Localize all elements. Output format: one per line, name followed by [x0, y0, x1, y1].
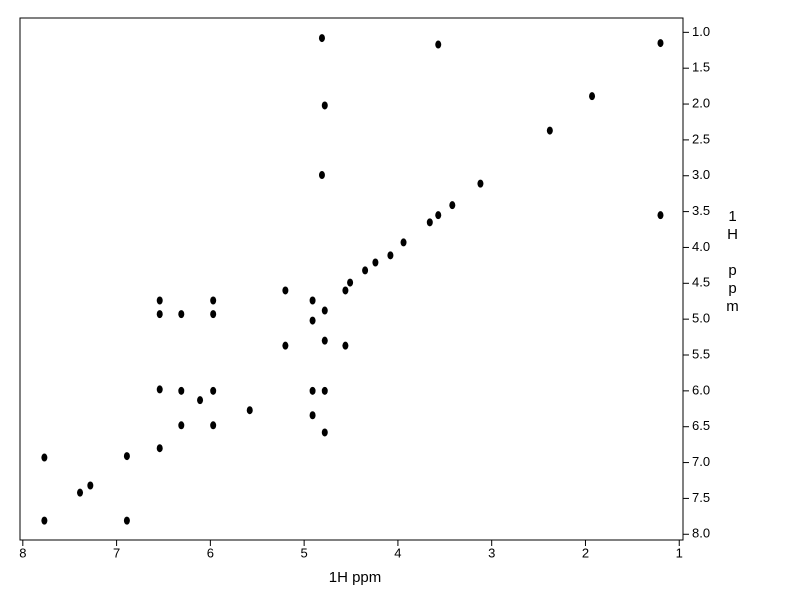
peak: [123, 516, 130, 525]
x-axis-label: 1H ppm: [329, 569, 382, 586]
peak: [400, 238, 407, 247]
peak: [210, 421, 217, 430]
peak: [657, 211, 664, 220]
peak: [318, 34, 325, 43]
peak: [156, 385, 163, 394]
y-tick-label: 5.5: [692, 346, 710, 361]
peak: [309, 411, 316, 420]
y-tick-label: 5.0: [692, 311, 710, 326]
peak: [426, 218, 433, 227]
peak: [449, 201, 456, 210]
y-tick-label: 7.0: [692, 454, 710, 469]
peak: [41, 516, 48, 525]
peak: [156, 296, 163, 305]
peak: [87, 481, 94, 490]
peak: [41, 453, 48, 462]
x-tick-label: 5: [301, 545, 308, 560]
peak: [178, 310, 185, 319]
peak: [156, 444, 163, 453]
x-tick-label: 7: [113, 545, 120, 560]
peak: [546, 126, 553, 135]
peak: [197, 396, 204, 405]
peak: [318, 171, 325, 180]
peak: [210, 296, 217, 305]
peak: [77, 488, 84, 497]
peak: [309, 296, 316, 305]
peak: [123, 452, 130, 461]
x-tick-label: 2: [582, 545, 589, 560]
peak: [321, 101, 328, 110]
y-tick-label: 2.5: [692, 131, 710, 146]
peak: [387, 251, 394, 260]
peak: [321, 306, 328, 315]
peak: [210, 310, 217, 319]
y-tick-label: 3.5: [692, 203, 710, 218]
x-tick-label: 4: [394, 545, 401, 560]
y-tick-label: 6.0: [692, 382, 710, 397]
peak: [309, 316, 316, 325]
peak: [657, 39, 664, 48]
peak: [178, 386, 185, 395]
peak: [282, 286, 289, 295]
peak: [435, 211, 442, 220]
peak: [347, 278, 354, 287]
peak: [477, 179, 484, 188]
x-tick-label: 1: [676, 545, 683, 560]
x-tick-label: 8: [19, 545, 26, 560]
peak: [321, 386, 328, 395]
y-tick-label: 7.5: [692, 490, 710, 505]
peak: [282, 341, 289, 350]
y-tick-label: 1.0: [692, 24, 710, 39]
peak: [321, 428, 328, 437]
peak: [156, 310, 163, 319]
y-tick-label: 4.0: [692, 239, 710, 254]
y-tick-label: 4.5: [692, 275, 710, 290]
y-tick-label: 3.0: [692, 167, 710, 182]
peak: [342, 286, 349, 295]
y-tick-label: 8.0: [692, 526, 710, 541]
peak: [362, 266, 369, 275]
plot-frame: [19, 17, 684, 541]
peak: [342, 341, 349, 350]
x-tick-label: 6: [207, 545, 214, 560]
peak: [178, 421, 185, 430]
y-axis-label: 1H ppm: [724, 208, 741, 316]
y-tick-label: 1.5: [692, 60, 710, 75]
x-tick-label: 3: [488, 545, 495, 560]
peak: [372, 258, 379, 267]
peak: [309, 386, 316, 395]
y-tick-label: 2.0: [692, 95, 710, 110]
peak: [321, 336, 328, 345]
peak: [589, 92, 596, 101]
peak: [210, 386, 217, 395]
y-tick-label: 6.5: [692, 418, 710, 433]
peak: [435, 40, 442, 49]
peak: [246, 406, 253, 415]
